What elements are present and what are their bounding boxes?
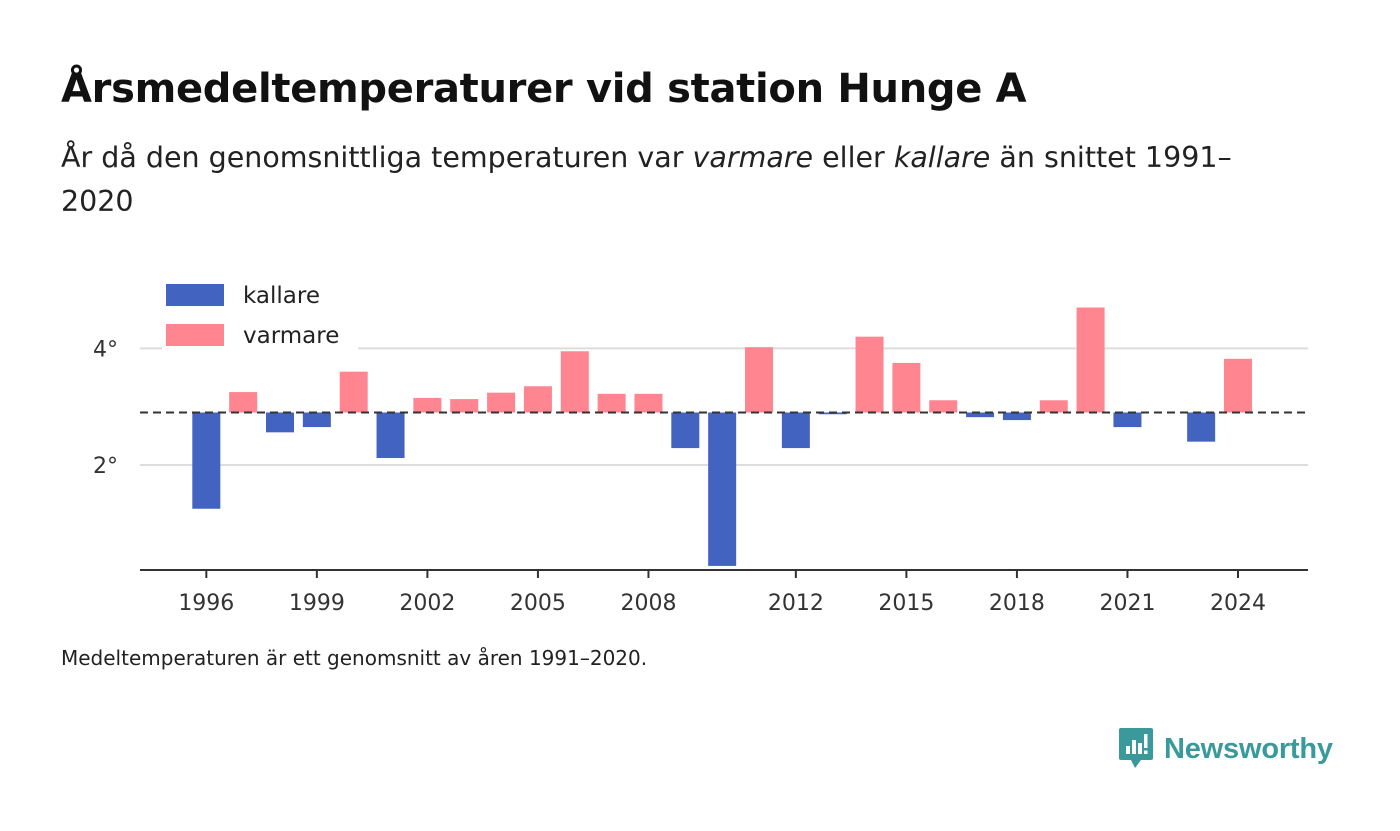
bar-varmare-2002 [413, 397, 442, 413]
bar-kallare-1999 [302, 412, 331, 428]
x-tick-label: 1999 [289, 591, 345, 616]
bar-kallare-2010 [708, 412, 737, 566]
subtitle-warm-word: varmare [692, 141, 814, 174]
bar-varmare-2008 [634, 393, 663, 413]
bar-varmare-2011 [745, 347, 774, 413]
bar-varmare-2006 [560, 351, 589, 413]
newsworthy-logo-icon [1119, 728, 1153, 768]
x-tick-label: 2005 [510, 591, 566, 616]
legend-swatch-varmare [166, 324, 224, 346]
chart-subtitle: År då den genomsnittliga temperaturen va… [61, 136, 1281, 224]
subtitle-cold-word: kallare [893, 141, 991, 174]
bar-varmare-2005 [523, 386, 552, 413]
subtitle-text-mid: eller [813, 141, 894, 174]
subtitle-text-start: År då den genomsnittliga temperaturen va… [61, 141, 693, 174]
chart-title: Årsmedeltemperaturer vid station Hunge A [61, 66, 1027, 112]
bar-kallare-2001 [376, 412, 405, 458]
x-tick-label: 2021 [1099, 591, 1155, 616]
bar-kallare-1996 [192, 412, 221, 509]
bar-varmare-2014 [855, 336, 884, 413]
bar-varmare-2015 [892, 362, 921, 413]
bar-varmare-2000 [339, 371, 368, 413]
x-tick-label: 2002 [399, 591, 455, 616]
x-tick-label: 2018 [989, 591, 1045, 616]
bar-kallare-2009 [671, 412, 700, 449]
x-tick-label: 2012 [768, 591, 824, 616]
y-tick-label: 2° [93, 454, 118, 479]
bar-chart: 2° 4° 1996 1999 2002 2005 2008 2012 2015 2018 2021… [93, 283, 1308, 616]
bar-varmare-2020 [1076, 307, 1105, 413]
legend-swatch-kallare [166, 284, 224, 306]
legend-label-varmare: varmare [243, 323, 339, 349]
brand-logo: Newsworthy [1118, 726, 1333, 772]
bar-varmare-1997 [229, 392, 258, 413]
footnote: Medeltemperaturen är ett genomsnitt av å… [61, 646, 648, 670]
brand-name: Newsworthy [1164, 732, 1333, 765]
bar-varmare-2024 [1223, 358, 1252, 413]
bar-varmare-2016 [929, 400, 958, 413]
x-tick-label: 1996 [178, 591, 234, 616]
subtitle-text-end: än snittet 1991–2020 [61, 141, 1232, 218]
x-tick-label: 2024 [1210, 591, 1266, 616]
bar-kallare-2023 [1187, 412, 1216, 442]
y-tick-label: 4° [93, 337, 118, 362]
bar-varmare-2019 [1039, 400, 1068, 413]
bar-varmare-2004 [487, 392, 516, 413]
bar-varmare-2003 [450, 399, 479, 413]
x-tick-label: 2015 [878, 591, 934, 616]
legend-label-kallare: kallare [243, 283, 320, 309]
bar-kallare-2017 [966, 412, 995, 418]
x-tick-label: 2008 [620, 591, 676, 616]
bar-kallare-2018 [1002, 412, 1031, 421]
bar-kallare-2012 [781, 412, 810, 449]
bar-kallare-2021 [1113, 412, 1142, 428]
bar-kallare-1998 [266, 412, 295, 433]
bar-varmare-2007 [597, 393, 626, 413]
